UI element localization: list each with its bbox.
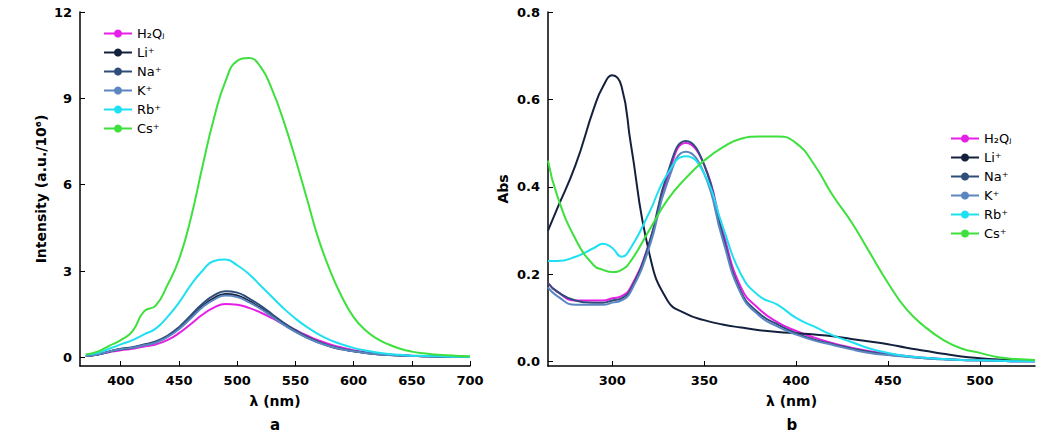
- svg-text:6: 6: [63, 177, 72, 192]
- svg-text:700: 700: [456, 373, 483, 388]
- svg-text:Li⁺: Li⁺: [984, 150, 1002, 165]
- svg-text:0.2: 0.2: [517, 267, 540, 282]
- svg-text:λ (nm): λ (nm): [766, 393, 817, 409]
- svg-text:450: 450: [165, 373, 192, 388]
- svg-text:λ (nm): λ (nm): [249, 393, 300, 409]
- svg-text:12: 12: [54, 5, 72, 20]
- svg-text:Cs⁺: Cs⁺: [984, 226, 1007, 241]
- svg-text:0.4: 0.4: [517, 179, 540, 194]
- svg-text:650: 650: [398, 373, 425, 388]
- svg-text:9: 9: [63, 91, 72, 106]
- svg-text:3: 3: [63, 264, 72, 279]
- svg-text:300: 300: [599, 373, 626, 388]
- svg-text:0.8: 0.8: [517, 5, 540, 20]
- svg-text:H₂Qⱼ: H₂Qⱼ: [137, 26, 165, 41]
- svg-text:500: 500: [224, 373, 251, 388]
- svg-text:600: 600: [340, 373, 367, 388]
- svg-text:H₂Qⱼ: H₂Qⱼ: [984, 131, 1012, 146]
- svg-text:450: 450: [874, 373, 901, 388]
- svg-text:Rb⁺: Rb⁺: [984, 207, 1008, 222]
- svg-text:0.6: 0.6: [517, 92, 540, 107]
- svg-text:0: 0: [63, 350, 72, 365]
- svg-text:400: 400: [783, 373, 810, 388]
- svg-text:a: a: [270, 416, 280, 434]
- svg-text:550: 550: [282, 373, 309, 388]
- svg-text:K⁺: K⁺: [137, 83, 152, 98]
- svg-text:Intensity (a.u./10⁶): Intensity (a.u./10⁶): [33, 115, 49, 264]
- svg-text:0.0: 0.0: [517, 354, 540, 369]
- svg-text:Li⁺: Li⁺: [137, 45, 155, 60]
- svg-text:Na⁺: Na⁺: [137, 64, 162, 79]
- svg-text:Rb⁺: Rb⁺: [137, 102, 161, 117]
- svg-text:b: b: [787, 416, 798, 434]
- svg-text:Abs: Abs: [495, 174, 511, 203]
- svg-text:500: 500: [966, 373, 993, 388]
- svg-text:Cs⁺: Cs⁺: [137, 121, 160, 136]
- svg-text:K⁺: K⁺: [984, 188, 999, 203]
- svg-text:350: 350: [691, 373, 718, 388]
- svg-text:Na⁺: Na⁺: [984, 169, 1009, 184]
- svg-text:400: 400: [107, 373, 134, 388]
